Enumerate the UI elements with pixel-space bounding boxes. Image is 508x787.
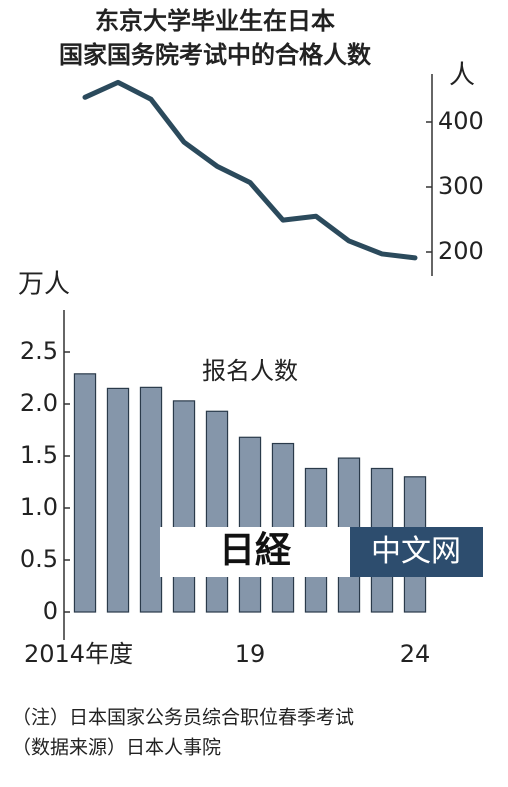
x-tick-label: 24 bbox=[400, 640, 431, 668]
x-tick-label: 2014年度 bbox=[24, 640, 133, 668]
chart-title: 国家国务院考试中的合格人数 bbox=[59, 41, 372, 69]
watermark-text: 中文网 bbox=[371, 534, 461, 569]
y-tick-label: 2.5 bbox=[20, 337, 58, 365]
chart-title: 东京大学毕业生在日本 bbox=[95, 7, 335, 35]
watermark-box bbox=[160, 527, 350, 577]
note: （数据来源）日本人事院 bbox=[12, 737, 221, 759]
x-tick-label: 19 bbox=[235, 640, 266, 668]
y-tick-label: 0 bbox=[43, 597, 58, 625]
note: （注）日本国家公务员综合职位春季考试 bbox=[12, 707, 354, 729]
y-tick-label: 0.5 bbox=[20, 545, 58, 573]
bar bbox=[205, 410, 229, 613]
y-tick-label: 400 bbox=[438, 107, 484, 135]
y-tick-label: 300 bbox=[438, 172, 484, 200]
y-tick-label: 200 bbox=[438, 237, 484, 265]
watermark: 日経 中文网 bbox=[160, 527, 483, 577]
bar bbox=[73, 373, 97, 613]
y-tick-label: 1.0 bbox=[20, 493, 58, 521]
y-axis-unit: 人 bbox=[449, 61, 475, 91]
series-label: 报名人数 bbox=[202, 357, 298, 385]
line-series bbox=[82, 79, 418, 261]
bar bbox=[238, 436, 262, 613]
bar bbox=[172, 400, 196, 613]
watermark-box bbox=[350, 527, 483, 577]
watermark-logo: 日経 bbox=[219, 529, 292, 571]
bar bbox=[139, 386, 163, 613]
y-axis-unit: 万人 bbox=[18, 270, 70, 300]
y-tick-label: 2.0 bbox=[20, 389, 58, 417]
bar bbox=[106, 387, 130, 613]
y-tick-label: 1.5 bbox=[20, 441, 58, 469]
